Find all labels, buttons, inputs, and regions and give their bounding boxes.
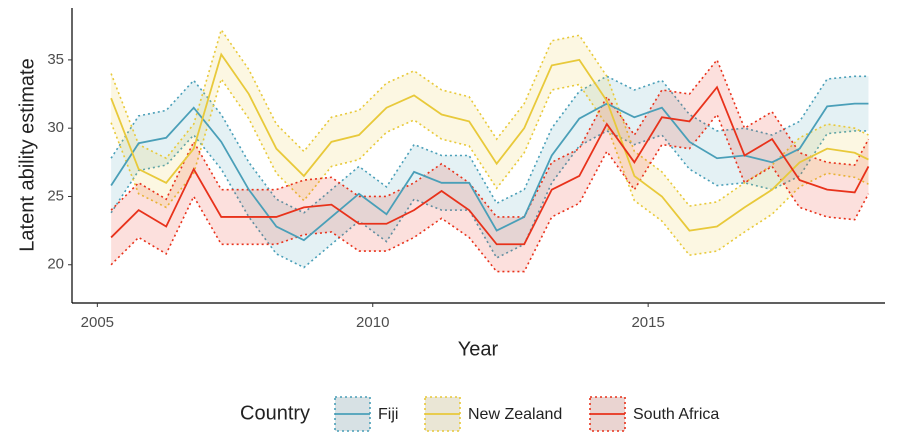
y-axis-label: Latent ability estimate [16, 58, 38, 251]
x-tick-label: 2010 [356, 314, 389, 331]
band-upper [110, 28, 869, 207]
legend-label: Fiji [378, 406, 398, 423]
legend-label: New Zealand [468, 406, 562, 423]
series-line [110, 102, 869, 242]
confidence-band [111, 76, 869, 268]
confidence-band [111, 59, 869, 272]
y-tick-label: 30 [47, 119, 64, 136]
legend-label: South Africa [633, 406, 719, 423]
y-tick-label: 35 [47, 51, 64, 68]
x-axis-label: Year [458, 338, 499, 360]
y-tick-label: 25 [47, 187, 64, 204]
series-line [110, 52, 869, 232]
band-lower [110, 77, 869, 257]
confidence-band [111, 29, 869, 256]
x-tick-label: 2015 [631, 314, 664, 331]
legend-title: Country [240, 402, 310, 424]
y-tick-label: 20 [47, 256, 64, 273]
x-tick-label: 2005 [81, 314, 114, 331]
series-line [110, 85, 870, 246]
